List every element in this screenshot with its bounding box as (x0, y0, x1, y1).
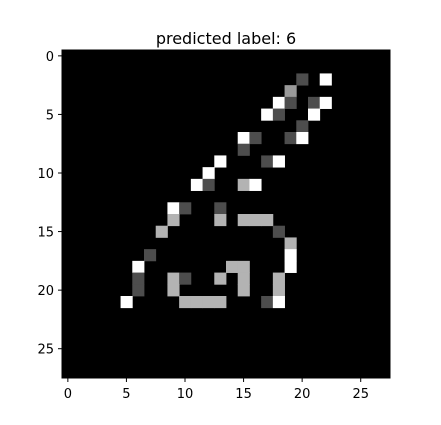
y-tick-label: 15 (37, 226, 54, 241)
pixel-cell (237, 272, 250, 285)
pixel-cell (202, 178, 215, 191)
x-tick-label: 5 (122, 387, 130, 402)
pixel-cell (132, 260, 145, 273)
y-tick-label: 25 (37, 343, 54, 358)
pixel-cell (272, 108, 285, 121)
pixel-cell (284, 260, 297, 273)
chart-title: predicted label: 6 (156, 29, 296, 48)
pixel-cell (167, 272, 180, 285)
pixel-cell (284, 249, 297, 262)
pixel-cell (284, 85, 297, 98)
pixel-cell (214, 214, 227, 227)
pixel-cell (237, 260, 250, 273)
pixel-cell (319, 73, 332, 86)
pixel-cell (272, 296, 285, 309)
pixel-cell (261, 155, 274, 168)
pixel-cell (237, 284, 250, 297)
pixel-cell (308, 96, 321, 109)
y-tick-label: 20 (37, 284, 54, 299)
y-tick-label: 10 (37, 167, 54, 182)
axes-frame (61, 49, 391, 379)
pixel-cell (296, 132, 309, 145)
pixel-cell (296, 120, 309, 133)
pixel-cell (237, 178, 250, 191)
pixel-cell (214, 202, 227, 215)
pixel-cell (249, 214, 262, 227)
pixel-cell (308, 108, 321, 121)
pixel-cell (179, 272, 192, 285)
image-area (61, 49, 391, 379)
pixel-cell (249, 178, 262, 191)
pixel-cell (249, 132, 262, 145)
pixel-cell (237, 214, 250, 227)
x-tick-label: 25 (352, 387, 369, 402)
pixel-cell (284, 237, 297, 250)
x-tick-label: 0 (64, 387, 72, 402)
pixel-cell (272, 225, 285, 238)
pixel-cell (237, 132, 250, 145)
x-tick-label: 15 (235, 387, 252, 402)
pixel-cell (272, 155, 285, 168)
pixel-cell (284, 132, 297, 145)
y-tick-label: 0 (46, 50, 54, 65)
pixel-cell (296, 73, 309, 86)
pixel-cell (261, 214, 274, 227)
pixel-cell (179, 202, 192, 215)
pixel-cell (319, 96, 332, 109)
pixel-cell (202, 296, 215, 309)
pixel-cell (261, 296, 274, 309)
pixel-cell (120, 296, 133, 309)
axis-ticks: 0 5 10 15 20 25 0 5 10 15 20 25 (37, 50, 369, 402)
pixel-cell (167, 202, 180, 215)
y-tick-label: 5 (46, 108, 54, 123)
pixel-cell (214, 155, 227, 168)
pixel-cell (144, 249, 157, 262)
pixel-cell (167, 284, 180, 297)
pixel-cell (237, 143, 250, 156)
x-tick-label: 10 (177, 387, 194, 402)
pixel-cell (179, 296, 192, 309)
pixel-cell (214, 272, 227, 285)
pixel-cell (190, 296, 203, 309)
pixel-cell (132, 272, 145, 285)
pixel-cell (155, 225, 168, 238)
pixel-cell (132, 284, 145, 297)
x-tick-label: 20 (294, 387, 311, 402)
pixel-cell (284, 96, 297, 109)
pixel-cell (272, 284, 285, 297)
pixel-cell (272, 96, 285, 109)
pixel-cell (190, 178, 203, 191)
pixel-cell (202, 167, 215, 180)
pixel-cell (167, 214, 180, 227)
pixel-cell (226, 260, 239, 273)
pixel-cell (214, 296, 227, 309)
pixel-cell (261, 108, 274, 121)
pixel-cell (272, 272, 285, 285)
